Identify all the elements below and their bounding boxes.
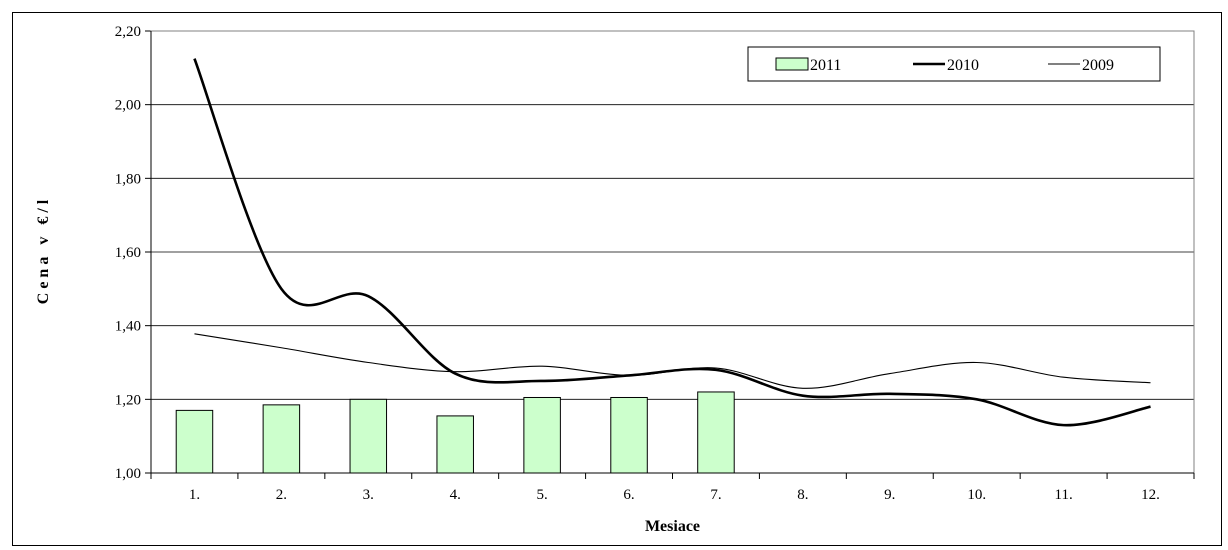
bars-2011 (175, 391, 735, 474)
x-tick-label: 2. (276, 487, 287, 503)
line-2009 (194, 333, 1151, 389)
x-tick-label: 8. (797, 487, 808, 503)
line-2010 (193, 58, 1151, 427)
bar-2011-1 (175, 409, 214, 474)
legend-label-2010: 2010 (947, 57, 979, 74)
legend-box (747, 46, 1161, 82)
legend-swatch-2011 (775, 57, 809, 71)
axes (150, 31, 1195, 479)
bar-2011-2 (262, 404, 301, 474)
x-tick-labels: 1. 2. 3. 4. 5. 6. 7. 8. 9. 10. 11. 12. (189, 487, 1160, 503)
y-tick-label: 1,00 (115, 466, 141, 482)
lines (193, 58, 1151, 427)
x-tick-label: 10. (967, 487, 986, 503)
x-tick-label: 11. (1055, 487, 1073, 503)
bar-2011-4 (436, 415, 474, 474)
y-tick-label: 1,20 (115, 392, 141, 408)
x-tick-label: 9. (884, 487, 895, 503)
bar-2011-3 (349, 398, 388, 474)
y-axis-title: C e n a v € / l (35, 199, 52, 304)
x-tick-label: 6. (623, 487, 634, 503)
bar-2011-7 (697, 391, 735, 474)
y-tick-labels: 1,00 1,20 1,40 1,60 1,80 2,00 2,20 (115, 24, 141, 482)
x-tick-label: 4. (450, 487, 461, 503)
x-tick-label: 1. (189, 487, 200, 503)
x-tick-label: 3. (363, 487, 374, 503)
y-tick-label: 2,00 (115, 98, 141, 114)
chart-frame: 1,00 1,20 1,40 1,60 1,80 2,00 2,20 1. 2. 3. 4. 5. 6… (12, 12, 1222, 546)
bar-2011-5 (523, 396, 561, 474)
y-tick-label: 1,40 (115, 319, 141, 335)
x-tick-label: 12. (1141, 487, 1160, 503)
y-tick-label: 1,60 (115, 245, 141, 261)
chart: 1,00 1,20 1,40 1,60 1,80 2,00 2,20 1. 2. 3. 4. 5. 6… (35, 24, 1195, 535)
x-tick-label: 5. (537, 487, 548, 503)
y-tick-label: 1,80 (115, 171, 141, 187)
x-tick-label: 7. (710, 487, 721, 503)
legend-label-2011: 2011 (810, 57, 841, 74)
legend: 2011 2010 2009 (747, 46, 1161, 82)
bar-2011-6 (610, 396, 648, 474)
x-axis-title: Mesiace (645, 518, 700, 535)
legend-label-2009: 2009 (1082, 57, 1114, 74)
gridlines (145, 30, 1194, 474)
y-tick-label: 2,20 (115, 24, 141, 40)
